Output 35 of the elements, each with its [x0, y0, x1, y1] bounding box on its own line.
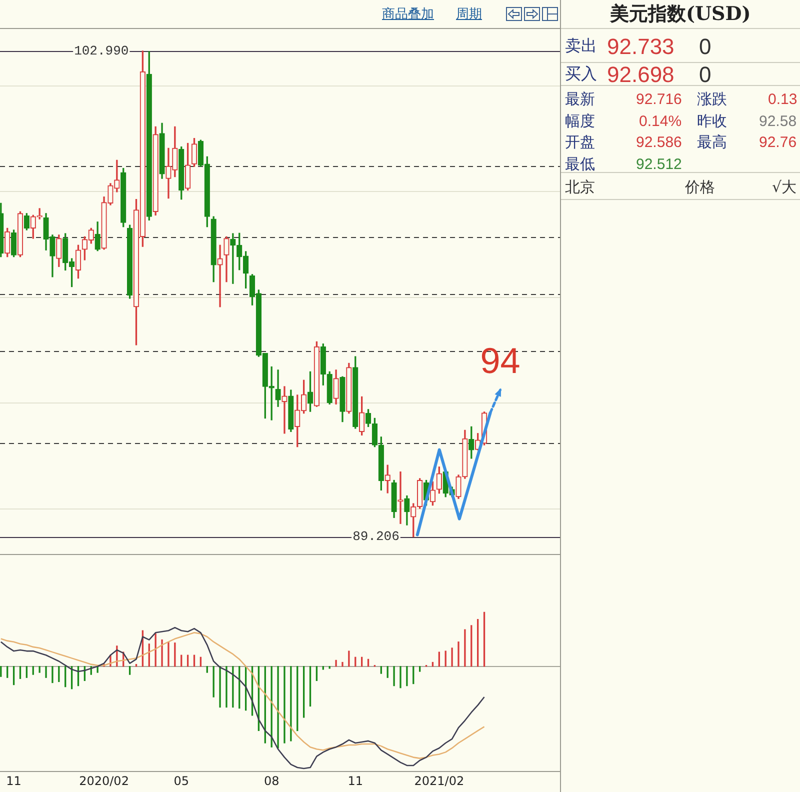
ref-line-label: 102.990 [74, 43, 129, 58]
text: 买入 [565, 64, 597, 84]
ref-line-label: 89.206 [352, 529, 400, 544]
text: 0 [699, 62, 712, 87]
text: 92.76 [759, 134, 797, 151]
text: 92.586 [636, 134, 682, 151]
text: 商品叠加 [382, 6, 434, 22]
text: 美元指数(USD) [610, 3, 751, 26]
text: 最新 [565, 90, 595, 108]
x-tick-label: 05 [174, 774, 189, 788]
text: 最高 [697, 132, 727, 151]
x-tick-label: 11 [6, 774, 22, 788]
text: 92.698 [607, 62, 674, 87]
annotation: 94 [480, 340, 520, 381]
text: 0 [699, 34, 712, 59]
text: 价格 [685, 178, 715, 196]
text: 0.14% [639, 112, 682, 130]
x-tick-label: 11 [348, 774, 364, 788]
x-tick-label: 2021/02 [414, 774, 464, 788]
text: 卖出 [565, 36, 597, 56]
text: 幅度 [565, 112, 595, 130]
text: 0.13 [768, 90, 798, 108]
text: 92.716 [636, 90, 682, 108]
text: 涨跌 [697, 90, 727, 108]
text: 北京 [565, 178, 595, 196]
text: 92.58 [759, 112, 797, 130]
text: 周期 [456, 6, 482, 22]
text: 昨收 [697, 112, 727, 130]
text: 92.733 [607, 34, 674, 59]
x-tick-label: 08 [264, 774, 280, 788]
text: 最低 [565, 154, 595, 173]
x-tick-label: 2020/02 [79, 774, 129, 788]
text: 开盘 [565, 132, 595, 151]
text: √大 [772, 178, 797, 196]
text: 92.512 [636, 156, 682, 173]
